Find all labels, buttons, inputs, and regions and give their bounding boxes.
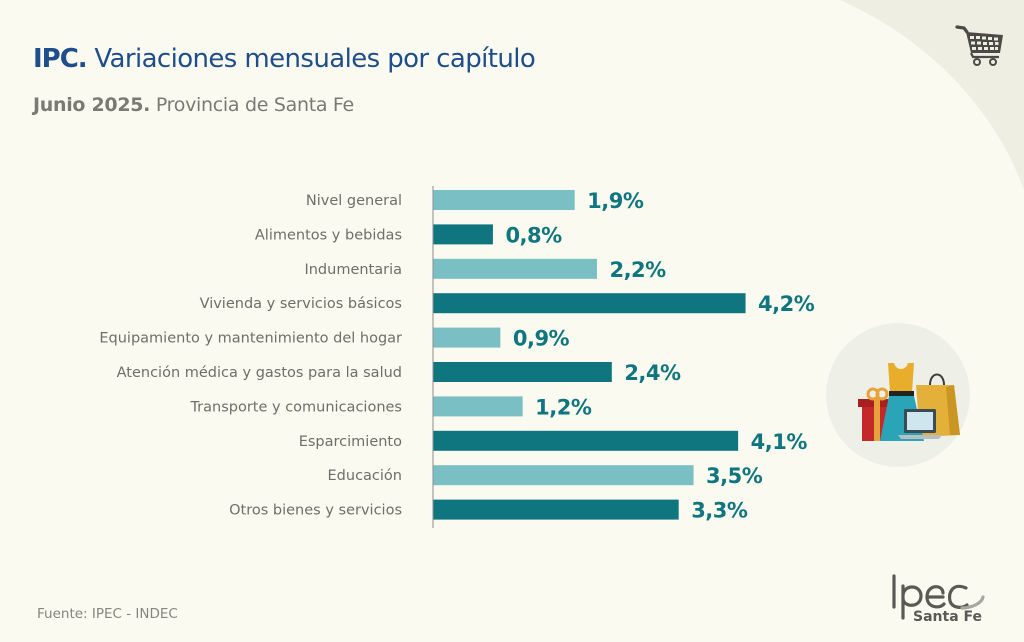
category-label: Educación <box>328 468 402 484</box>
bar <box>433 362 612 382</box>
category-label: Atención médica y gastos para la salud <box>117 365 402 381</box>
category-label: Transporte y comunicaciones <box>189 399 402 415</box>
category-label: Equipamiento y mantenimiento del hogar <box>99 331 402 347</box>
category-label: Esparcimiento <box>299 434 402 450</box>
value-label: 0,8% <box>505 223 562 247</box>
category-label: Vivienda y servicios básicos <box>200 296 402 312</box>
bar <box>433 258 597 279</box>
value-label: 4,1% <box>751 430 808 454</box>
chart-title: IPC. Variaciones mensuales por capítulo <box>33 44 536 74</box>
bar <box>433 293 746 314</box>
category-label: Otros bienes y servicios <box>229 503 402 519</box>
value-label: 0,9% <box>513 327 570 351</box>
bar <box>433 190 575 210</box>
value-label: 4,2% <box>758 292 815 316</box>
bars-group <box>433 190 746 520</box>
value-label: 1,9% <box>587 189 644 213</box>
value-label: 2,2% <box>609 258 666 282</box>
bar <box>433 465 694 486</box>
bar <box>433 396 523 417</box>
category-label: Alimentos y bebidas <box>255 227 402 243</box>
chart-subtitle: Junio 2025. Provincia de Santa Fe <box>33 94 354 116</box>
category-label: Nivel general <box>306 193 402 209</box>
shopping-items-illustration <box>826 323 970 467</box>
value-label: 1,2% <box>535 395 592 419</box>
category-label: Indumentaria <box>304 262 402 278</box>
bar <box>433 224 493 245</box>
shopping-cart-icon <box>955 25 1003 66</box>
logo-subtext: Santa Fe <box>913 609 983 625</box>
chart-title-bold: IPC. <box>33 44 88 74</box>
value-label: 2,4% <box>624 361 681 385</box>
bar <box>433 327 501 348</box>
ipec-logo <box>892 574 985 620</box>
bar <box>433 499 679 520</box>
chart-title-rest: Variaciones mensuales por capítulo <box>86 44 536 74</box>
category-labels-group: Nivel general Alimentos y bebidas Indument… <box>99 193 402 519</box>
value-labels-group: 1,9% 0,8% 2,2% 4,2% 0,9% 2,4% 1,2% 4,1% 3,5% 3,3% <box>505 189 815 523</box>
value-label: 3,3% <box>691 499 748 523</box>
bar <box>433 430 739 451</box>
chart-subtitle-bold: Junio 2025. <box>33 94 151 116</box>
source-note: Fuente: IPEC - INDEC <box>37 606 178 622</box>
chart-subtitle-rest: Provincia de Santa Fe <box>150 94 354 116</box>
value-label: 3,5% <box>706 464 763 488</box>
